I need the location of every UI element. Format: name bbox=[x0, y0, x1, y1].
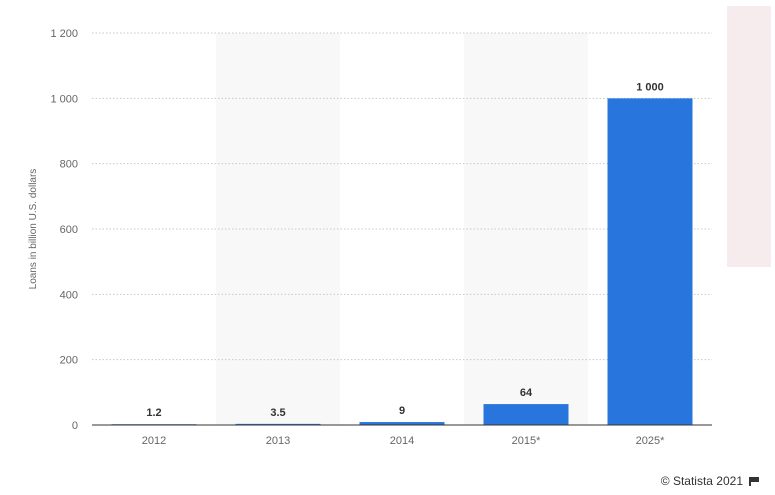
value-label: 1.2 bbox=[146, 407, 161, 419]
value-labels: 1.2 3.5 9 64 1 000 bbox=[146, 81, 663, 419]
y-tick-label: 200 bbox=[60, 355, 78, 367]
bar[interactable] bbox=[483, 404, 569, 425]
x-axis-ticks: 2012 2013 2014 2015* 2025* bbox=[142, 435, 665, 447]
value-label: 9 bbox=[399, 405, 405, 417]
y-tick-label: 1 000 bbox=[50, 93, 78, 105]
x-tick-label: 2015* bbox=[512, 435, 541, 447]
bar[interactable] bbox=[359, 422, 445, 425]
bar[interactable] bbox=[235, 423, 321, 425]
y-tick-label: 800 bbox=[60, 159, 78, 171]
x-tick-label: 2014 bbox=[390, 435, 414, 447]
y-tick-label: 400 bbox=[60, 289, 78, 301]
value-label: 1 000 bbox=[636, 81, 664, 93]
y-axis-label: Loans in billion U.S. dollars bbox=[28, 169, 39, 290]
credit-text: © Statista 2021 bbox=[660, 474, 743, 488]
value-label: 3.5 bbox=[270, 407, 285, 419]
side-panel bbox=[727, 6, 771, 267]
x-tick-label: 2012 bbox=[142, 435, 166, 447]
x-tick-label: 2013 bbox=[266, 435, 290, 447]
y-axis-ticks: 0 200 400 600 800 1 000 1 200 bbox=[50, 28, 78, 432]
bars bbox=[111, 98, 693, 425]
bar[interactable] bbox=[607, 98, 693, 425]
y-tick-label: 1 200 bbox=[50, 28, 78, 40]
y-tick-label: 0 bbox=[72, 420, 78, 432]
x-tick-label: 2025* bbox=[636, 435, 665, 447]
y-tick-label: 600 bbox=[60, 224, 78, 236]
value-label: 64 bbox=[520, 387, 533, 399]
statista-credit[interactable]: © Statista 2021 bbox=[661, 474, 759, 488]
flag-icon[interactable] bbox=[749, 477, 759, 486]
